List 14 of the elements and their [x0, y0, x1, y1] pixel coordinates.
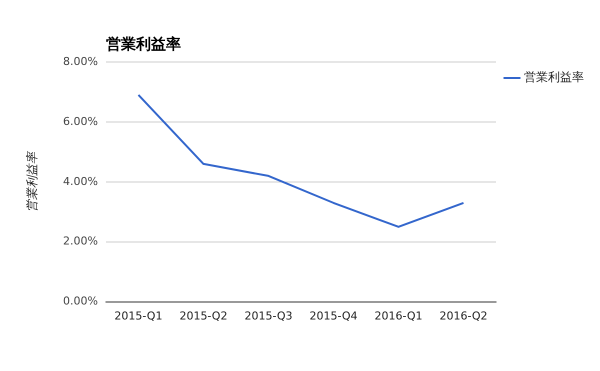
- x-tick-label: 2015-Q1: [114, 309, 162, 322]
- chart-title: 営業利益率: [106, 34, 181, 53]
- y-tick-label: 4.00%: [62, 174, 98, 188]
- x-tick-label: 2016-Q2: [439, 309, 488, 322]
- x-tick-label: 2015-Q4: [309, 309, 358, 322]
- legend-label: 営業利益率: [524, 70, 584, 84]
- y-axis-title: 営業利益率: [25, 150, 40, 212]
- x-tick-label: 2016-Q1: [374, 309, 422, 322]
- x-tick-label: 2015-Q3: [244, 309, 292, 322]
- y-tick-label: 0.00%: [62, 294, 98, 308]
- y-tick-label: 8.00%: [62, 54, 98, 68]
- y-tick-label: 2.00%: [62, 234, 98, 248]
- y-tick-label: 6.00%: [62, 114, 98, 128]
- x-tick-label: 2015-Q2: [179, 309, 228, 322]
